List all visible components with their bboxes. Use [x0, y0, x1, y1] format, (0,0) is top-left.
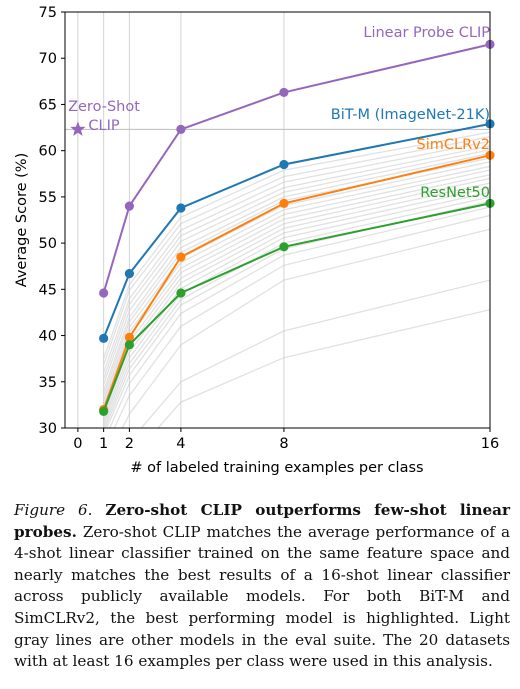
x-tick-label-8: 8: [279, 436, 288, 452]
y-tick-label-50: 50: [39, 236, 57, 252]
caption-body: Zero-shot CLIP matches the average perfo…: [14, 522, 510, 671]
figure-caption: Figure 6. Zero-shot CLIP outperforms few…: [14, 500, 510, 673]
x-axis-ticks: 0 1 2 4 8 16: [73, 428, 499, 452]
background-line-5: [102, 152, 490, 392]
point-clip-2: [124, 201, 134, 211]
point-clip-8: [279, 87, 289, 98]
y-tick-label-30: 30: [39, 421, 57, 437]
point-resnet-8: [279, 242, 289, 252]
series-label-simclr: SimCLRv2: [417, 137, 490, 153]
background-line-3: [102, 145, 490, 380]
y-tick-label-55: 55: [39, 190, 57, 206]
x-tick-label-0: 0: [73, 436, 82, 452]
x-tick-label-4: 4: [176, 436, 185, 452]
point-bitm-4: [176, 203, 186, 213]
x-tick-label-2: 2: [125, 436, 134, 452]
point-clip-1: [99, 288, 109, 298]
background-line-21: [157, 309, 490, 428]
series-labels: Linear Probe CLIP BiT-M (ImageNet-21K) Sim…: [331, 25, 490, 201]
point-resnet-2: [124, 340, 134, 350]
series-line-bitm: [102, 122, 491, 339]
zero-shot-marker-group: Zero-Shot CLIP: [68, 99, 140, 136]
highlighted-series: [99, 39, 495, 416]
zero-shot-label-line1: Zero-Shot: [68, 99, 140, 115]
background-line-12: [102, 182, 490, 421]
vertical-gridlines: [77, 12, 491, 428]
background-line-15: [104, 196, 490, 428]
y-tick-label-45: 45: [39, 282, 57, 298]
background-line-14: [102, 191, 490, 428]
point-bitm-8: [279, 159, 289, 170]
background-line-8: [102, 165, 490, 405]
zero-shot-label-line2: CLIP: [88, 118, 119, 134]
point-simclr-8: [279, 198, 289, 208]
y-axis-label: Average Score (%): [14, 153, 30, 287]
background-line-2: [102, 140, 490, 373]
point-bitm-1: [99, 333, 109, 343]
point-clip-4: [176, 124, 186, 135]
point-simclr-4: [176, 252, 186, 262]
y-tick-label-75: 75: [39, 5, 57, 21]
point-resnet-1: [99, 406, 109, 416]
y-tick-label-40: 40: [39, 329, 57, 345]
caption-label: Figure 6.: [14, 501, 93, 519]
background-line-19: [121, 228, 490, 428]
point-bitm-2: [124, 269, 134, 279]
y-tick-label-65: 65: [39, 97, 57, 113]
background-line-17: [109, 206, 490, 428]
y-tick-label-70: 70: [39, 51, 57, 67]
point-resnet-4: [176, 288, 186, 298]
series-label-resnet: ResNet50: [420, 185, 490, 201]
background-line-4: [102, 149, 490, 385]
background-line-13: [102, 186, 490, 425]
background-line-18: [113, 214, 490, 428]
x-axis-label: # of labeled training examples per class: [130, 460, 423, 476]
point-simclr-2: [124, 332, 134, 343]
few-shot-chart: Zero-Shot CLIP Linear Probe CLIP BiT-M (Im…: [14, 5, 499, 476]
background-line-0: [102, 131, 490, 359]
y-tick-label-35: 35: [39, 375, 57, 391]
x-tick-label-16: 16: [481, 436, 499, 452]
y-tick-label-60: 60: [39, 144, 57, 160]
background-line-20: [140, 279, 490, 428]
background-line-11: [102, 177, 490, 418]
y-axis-ticks: 30 35 40 45 50 55 60 65 70 75: [39, 5, 65, 437]
plot-frame: [64, 11, 491, 429]
background-line-1: [102, 136, 490, 366]
series-label-clip: Linear Probe CLIP: [363, 25, 490, 41]
zero-shot-star-marker: [70, 121, 86, 136]
background-line-16: [106, 200, 490, 428]
x-tick-label-1: 1: [99, 436, 108, 452]
series-label-bitm: BiT-M (ImageNet-21K): [331, 107, 490, 123]
caption-title: Zero-shot CLIP outperforms few-shot line…: [14, 501, 510, 541]
